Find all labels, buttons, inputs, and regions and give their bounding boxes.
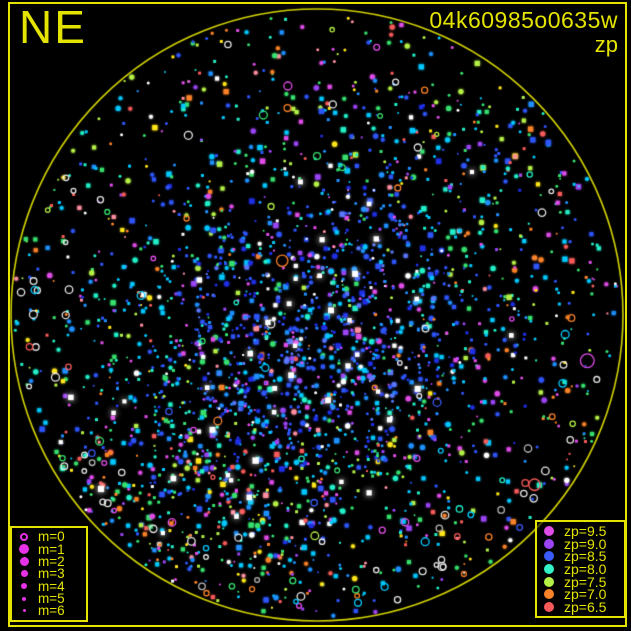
m-legend-row: m=2 bbox=[16, 553, 82, 569]
magnitude-marker-icon bbox=[22, 596, 26, 601]
zeropoint-legend: zp=9.5 zp=9.0 zp=8.5 zp=8.0 zp=7.5 zp=7.… bbox=[535, 520, 626, 618]
zp-marker-icon bbox=[544, 538, 554, 549]
zp-marker-icon bbox=[544, 589, 554, 600]
m-legend-label: m=5 bbox=[38, 590, 65, 606]
m-legend-row: m=0 bbox=[16, 529, 82, 545]
plate-title: 04k60985o0635w bbox=[429, 7, 618, 33]
m-legend-row: m=6 bbox=[16, 603, 82, 619]
zp-legend-label: zp=9.0 bbox=[564, 535, 607, 552]
zp-legend-label: zp=8.5 bbox=[564, 548, 607, 565]
m-legend-label: m=1 bbox=[38, 541, 65, 557]
m-legend-label: m=0 bbox=[38, 529, 65, 545]
zp-legend-row: zp=8.5 bbox=[541, 548, 620, 565]
zp-legend-label: zp=9.5 bbox=[564, 523, 607, 540]
zp-legend-label: zp=6.5 bbox=[564, 598, 607, 615]
magnitude-marker-icon bbox=[20, 533, 28, 542]
zp-marker-icon bbox=[544, 551, 554, 562]
magnitude-legend: m=0 m=1 m=2 m=3 m=4 m=5 m=6 bbox=[10, 526, 88, 622]
m-legend-row: m=4 bbox=[16, 578, 82, 594]
magnitude-marker-icon bbox=[21, 583, 27, 590]
zp-legend-row: zp=9.5 bbox=[541, 523, 620, 540]
m-legend-row: m=1 bbox=[16, 541, 82, 557]
zp-legend-row: zp=9.0 bbox=[541, 535, 620, 552]
zp-marker-icon bbox=[544, 526, 554, 537]
zp-legend-label: zp=8.0 bbox=[564, 560, 607, 577]
magnitude-marker-icon bbox=[20, 570, 28, 578]
m-legend-label: m=3 bbox=[38, 566, 65, 582]
m-legend-label: m=2 bbox=[38, 553, 65, 569]
zp-marker-icon bbox=[544, 601, 554, 612]
zp-legend-row: zp=7.5 bbox=[541, 573, 620, 590]
zp-legend-row: zp=7.0 bbox=[541, 586, 620, 603]
zp-legend-row: zp=8.0 bbox=[541, 560, 620, 577]
zp-legend-label: zp=7.5 bbox=[564, 573, 607, 590]
m-legend-row: m=3 bbox=[16, 566, 82, 582]
magnitude-marker-icon bbox=[19, 557, 29, 567]
zp-legend-row: zp=6.5 bbox=[541, 598, 620, 615]
magnitude-marker-icon bbox=[22, 609, 26, 613]
m-legend-label: m=6 bbox=[38, 603, 65, 619]
orientation-label: NE bbox=[19, 1, 87, 53]
m-legend-row: m=5 bbox=[16, 590, 82, 606]
magnitude-marker-icon bbox=[19, 544, 29, 555]
zp-marker-icon bbox=[544, 576, 554, 587]
zp-marker-icon bbox=[544, 563, 554, 574]
m-legend-label: m=4 bbox=[38, 578, 65, 594]
zp-legend-label: zp=7.0 bbox=[564, 586, 607, 603]
zp-axis-label: zp bbox=[594, 32, 618, 57]
